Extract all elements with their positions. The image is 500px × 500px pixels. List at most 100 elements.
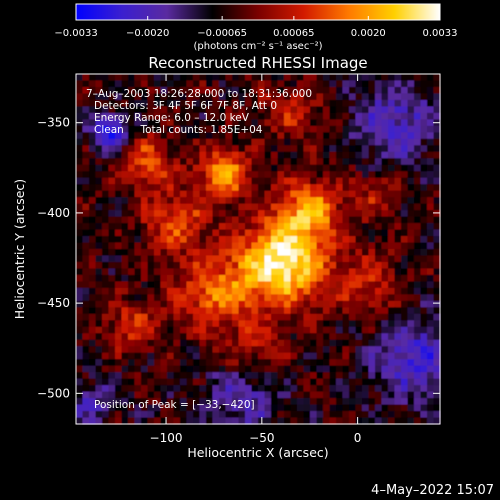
heatmap-cell: [219, 417, 227, 425]
heatmap-cell: [420, 385, 428, 393]
heatmap-cell: [238, 320, 246, 328]
heatmap-cell: [121, 74, 129, 82]
heatmap-cell: [323, 125, 331, 133]
heatmap-cell: [186, 417, 194, 425]
heatmap-cell: [167, 112, 175, 120]
heatmap-cell: [310, 378, 318, 386]
heatmap-cell: [277, 359, 285, 367]
heatmap-cell: [82, 151, 90, 159]
heatmap-cell: [433, 249, 441, 257]
heatmap-cell: [362, 300, 370, 308]
heatmap-cell: [277, 112, 285, 120]
heatmap-cell: [238, 404, 246, 412]
y-tick-label: −450: [37, 296, 70, 310]
heatmap-cell: [167, 333, 175, 341]
heatmap-cell: [199, 352, 207, 360]
heatmap-cell: [342, 242, 350, 250]
heatmap-cell: [297, 106, 305, 114]
heatmap-cell: [342, 197, 350, 205]
heatmap-cell: [225, 216, 233, 224]
heatmap-cell: [290, 223, 298, 231]
heatmap-cell: [388, 255, 396, 263]
heatmap-cell: [102, 255, 110, 263]
heatmap-cell: [82, 184, 90, 192]
heatmap-cell: [225, 151, 233, 159]
heatmap-cell: [186, 359, 194, 367]
heatmap-cell: [290, 294, 298, 302]
heatmap-cell: [186, 261, 194, 270]
heatmap-cell: [290, 164, 298, 172]
heatmap-cell: [206, 359, 214, 367]
heatmap-cell: [349, 398, 357, 406]
heatmap-cell: [362, 339, 370, 347]
heatmap-cell: [167, 365, 175, 373]
heatmap-cell: [388, 417, 396, 425]
heatmap-cell: [355, 164, 363, 172]
heatmap-cell: [167, 151, 175, 159]
heatmap-cell: [160, 404, 168, 412]
heatmap-cell: [76, 417, 84, 425]
heatmap-cell: [342, 372, 350, 380]
heatmap-cell: [180, 417, 188, 425]
heatmap-cell: [186, 190, 194, 198]
heatmap-cell: [375, 242, 383, 250]
heatmap-cell: [271, 86, 279, 95]
heatmap-cell: [147, 119, 155, 127]
heatmap-cell: [290, 145, 298, 153]
heatmap-cell: [193, 171, 201, 179]
heatmap-cell: [238, 223, 246, 231]
heatmap-cell: [167, 80, 175, 88]
heatmap-cell: [102, 138, 110, 146]
heatmap-cell: [388, 158, 396, 166]
heatmap-cell: [251, 378, 259, 386]
heatmap-cell: [160, 177, 168, 185]
heatmap-cell: [225, 203, 233, 211]
heatmap-cell: [147, 372, 155, 380]
heatmap-cell: [427, 326, 435, 334]
heatmap-cell: [290, 391, 298, 399]
heatmap-cell: [206, 378, 214, 386]
heatmap-cell: [89, 119, 97, 127]
heatmap-cell: [401, 385, 409, 393]
heatmap-cell: [212, 359, 220, 367]
heatmap-cell: [102, 378, 110, 386]
heatmap-cell: [180, 112, 188, 120]
heatmap-cell: [271, 274, 279, 283]
heatmap-cell: [303, 326, 311, 334]
heatmap-cell: [245, 210, 253, 218]
heatmap-cell: [264, 125, 272, 133]
heatmap-cell: [355, 106, 363, 114]
heatmap-cell: [258, 378, 266, 386]
heatmap-cell: [134, 229, 142, 237]
heatmap-cell: [349, 320, 357, 328]
heatmap-cell: [121, 339, 129, 347]
heatmap-cell: [381, 138, 389, 146]
heatmap-cell: [199, 281, 207, 289]
heatmap-cell: [82, 145, 90, 153]
heatmap-cell: [232, 281, 240, 289]
heatmap-cell: [167, 203, 175, 211]
heatmap-cell: [271, 249, 279, 257]
heatmap-cell: [329, 313, 337, 321]
heatmap-cell: [290, 281, 298, 289]
heatmap-cell: [388, 184, 396, 192]
heatmap-cell: [238, 138, 246, 146]
heatmap-cell: [381, 80, 389, 88]
heatmap-cell: [180, 203, 188, 211]
heatmap-cell: [264, 171, 272, 179]
heatmap-cell: [95, 404, 103, 412]
heatmap-cell: [225, 242, 233, 250]
heatmap-cell: [95, 294, 103, 302]
heatmap-cell: [375, 177, 383, 185]
heatmap-cell: [310, 300, 318, 308]
heatmap-cell: [167, 287, 175, 295]
heatmap-cell: [297, 151, 305, 159]
heatmap-cell: [433, 99, 441, 108]
heatmap-cell: [258, 177, 266, 185]
heatmap-cell: [115, 281, 123, 289]
heatmap-cell: [303, 333, 311, 341]
heatmap-cell: [414, 281, 422, 289]
heatmap-cell: [401, 197, 409, 205]
heatmap-cell: [368, 86, 376, 95]
heatmap-cell: [173, 274, 181, 283]
